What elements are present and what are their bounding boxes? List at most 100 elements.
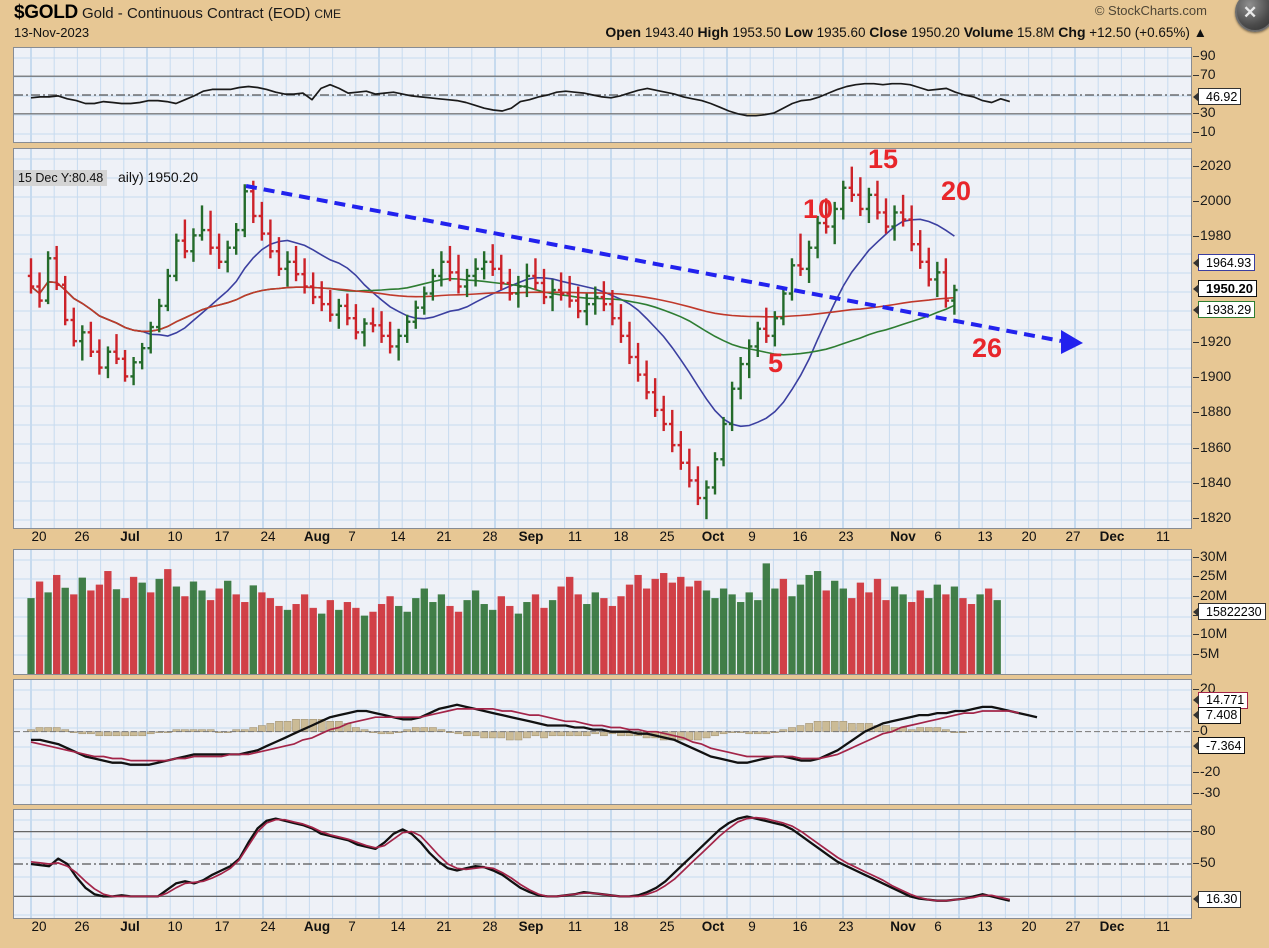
volume-bar bbox=[35, 581, 44, 674]
x-axis-tick-label: 28 bbox=[482, 529, 498, 544]
volume-bar bbox=[548, 600, 557, 674]
volume-bar bbox=[395, 605, 403, 674]
x-axis-tick-label: 25 bbox=[659, 919, 675, 934]
value-box: 46.92 bbox=[1198, 88, 1242, 106]
y-axis-label: 1900 bbox=[1200, 368, 1232, 385]
ohlc-bar bbox=[181, 219, 189, 259]
ohlc-bar bbox=[335, 298, 342, 329]
panel-macd[interactable] bbox=[13, 679, 1192, 805]
y-axis-label: 5M bbox=[1200, 644, 1220, 661]
y-axis-label: 10 bbox=[1200, 122, 1216, 139]
ohlc-bar bbox=[53, 245, 60, 291]
ohlc-bar bbox=[352, 304, 360, 340]
ohlc-bar bbox=[822, 198, 830, 234]
panel-stochastic[interactable] bbox=[13, 809, 1192, 919]
ohlc-bar bbox=[164, 268, 171, 312]
volume-bar bbox=[984, 588, 993, 674]
panel-price[interactable] bbox=[13, 148, 1192, 529]
volume-bar bbox=[848, 598, 856, 674]
ohlc-bar bbox=[626, 321, 633, 365]
volume-bar bbox=[908, 602, 916, 674]
crosshair-tooltip: 15 Dec Y:80.48 bbox=[14, 170, 108, 186]
ohlc-bar bbox=[592, 286, 599, 315]
ohlc-bar bbox=[882, 198, 890, 234]
y-axis-label: -20 bbox=[1200, 763, 1221, 779]
y-axis-label: 2020 bbox=[1200, 156, 1232, 173]
y-axis-tick bbox=[1193, 482, 1199, 484]
open-value: 1943.40 bbox=[644, 25, 694, 40]
volume-bar bbox=[796, 584, 805, 674]
series-rsi bbox=[30, 82, 1011, 117]
ohlc-bar bbox=[694, 466, 702, 506]
y-axis-tick bbox=[1193, 792, 1199, 794]
ohlc-bar bbox=[797, 233, 804, 276]
volume-bar bbox=[454, 611, 463, 674]
volume-bar bbox=[206, 600, 215, 674]
volume-bar bbox=[155, 578, 163, 674]
volume-bar bbox=[326, 600, 334, 674]
x-axis-tick-label: 24 bbox=[260, 529, 276, 544]
ohlc-bar bbox=[472, 258, 479, 287]
x-axis-tick-label: 21 bbox=[436, 919, 452, 934]
volume-bar bbox=[745, 592, 753, 674]
y-axis-tick bbox=[1193, 75, 1199, 77]
series-signal bbox=[30, 708, 1020, 762]
x-axis-tick-label: Nov bbox=[890, 919, 916, 934]
y-axis-tick bbox=[1193, 772, 1199, 773]
ohlc-bar bbox=[643, 360, 650, 400]
y-axis-tick bbox=[1193, 830, 1199, 832]
x-axis-tick-label: 26 bbox=[74, 529, 90, 544]
y-axis-tick bbox=[1193, 653, 1199, 655]
y-axis-tick bbox=[1193, 863, 1199, 864]
ohlc-bar bbox=[532, 258, 539, 291]
x-axis-tick-label: 7 bbox=[348, 919, 356, 934]
ohlc-bar bbox=[361, 318, 368, 347]
y-axis-label: 10M bbox=[1200, 625, 1228, 642]
volume-bar bbox=[249, 585, 257, 674]
volume-bar bbox=[429, 602, 437, 674]
volume-bar bbox=[993, 600, 1001, 674]
ohlc-bar bbox=[746, 339, 753, 379]
ohlc-bar bbox=[840, 180, 847, 220]
x-axis-tick-label: 23 bbox=[838, 529, 854, 544]
volume-bar bbox=[369, 611, 377, 674]
series--k bbox=[30, 815, 1011, 902]
panel-volume[interactable] bbox=[13, 549, 1192, 675]
y-axis-label: 90 bbox=[1200, 47, 1216, 64]
volume-value: 15.8M bbox=[1017, 25, 1055, 40]
x-axis-tick-label: 16 bbox=[792, 529, 808, 544]
ohlc-bar bbox=[138, 342, 146, 370]
volume-bar bbox=[403, 611, 411, 674]
ohlc-bar bbox=[233, 223, 240, 255]
close-icon[interactable]: ✕ bbox=[1235, 0, 1269, 32]
ohlc-bar bbox=[130, 357, 137, 386]
x-axis-tick-label: 20 bbox=[1021, 529, 1037, 544]
x-axis-tick-label: Dec bbox=[1099, 529, 1125, 544]
x-axis-tick-label: 11 bbox=[1155, 919, 1171, 934]
y-axis-label: 1860 bbox=[1200, 438, 1232, 455]
volume-bar bbox=[831, 580, 839, 674]
ohlc-bar bbox=[70, 307, 77, 347]
ohlc-bar bbox=[224, 240, 231, 273]
value-box: 14.771 bbox=[1198, 691, 1249, 709]
volume-bar bbox=[779, 578, 788, 674]
close-icon-glyph: ✕ bbox=[1243, 3, 1258, 22]
panel-rsi-top[interactable] bbox=[13, 47, 1192, 143]
high-label: High bbox=[697, 24, 729, 40]
ohlc-bar bbox=[660, 395, 667, 432]
volume-bar bbox=[258, 592, 266, 674]
x-axis-tick-label: 18 bbox=[613, 919, 629, 934]
chart-annotation: 26 bbox=[972, 333, 1003, 363]
ohlc-bar bbox=[874, 180, 881, 220]
ohlc-bar bbox=[703, 480, 710, 520]
volume-bar bbox=[61, 587, 69, 674]
x-axis-tick-label: 27 bbox=[1065, 529, 1081, 544]
volume-bar bbox=[702, 590, 711, 674]
volume-bar bbox=[608, 605, 617, 674]
volume-bar bbox=[899, 594, 907, 674]
ohlc-bar bbox=[669, 409, 676, 453]
ohlc-bar bbox=[737, 357, 744, 400]
y-axis-tick bbox=[1193, 689, 1199, 691]
volume-bar bbox=[822, 590, 830, 674]
